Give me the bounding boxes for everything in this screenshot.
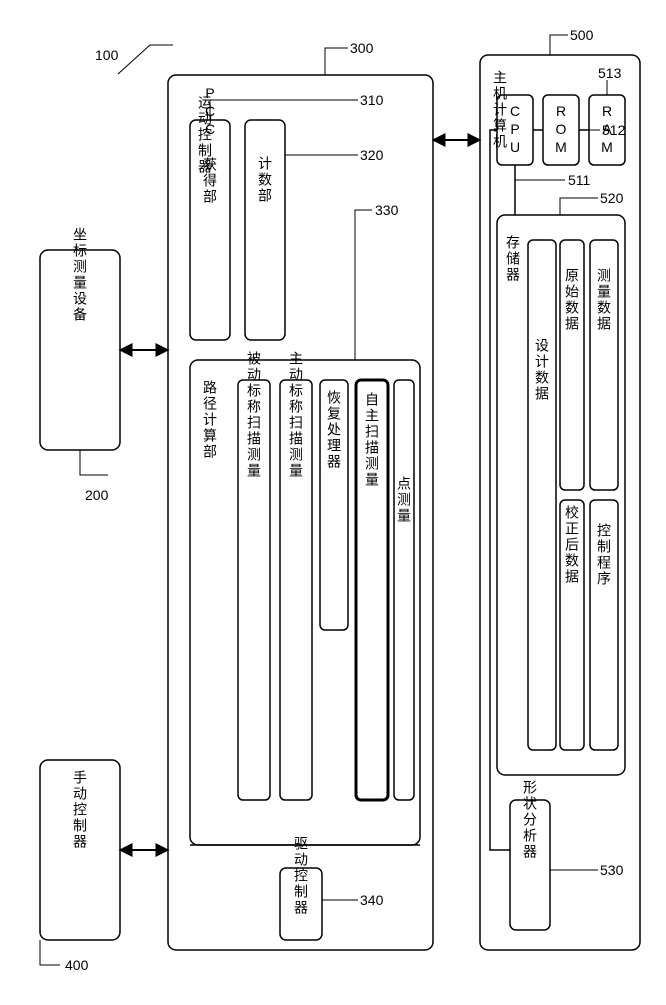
shape-analyzer-label: 形状分析器 [522,780,538,860]
coord-measure-device: 坐标测量设备 200 [40,227,120,503]
label-310: 310 [360,92,384,108]
label-340: 340 [360,892,384,908]
counter-label: 计数部 [257,156,273,204]
lead-100: 100 [95,45,173,74]
ram-label: RAM [599,103,615,157]
design-data-box [528,240,556,750]
active-scan-label: 主动标称扫描测量 [288,351,304,479]
coord-device-label: 坐标测量设备 [72,227,88,323]
label-400: 400 [65,957,89,973]
label-511: 511 [568,172,591,188]
ctrl-prog-label: 控制程序 [596,523,612,587]
label-330: 330 [375,202,399,218]
counter-box [245,120,285,340]
host-label: 主机计算机 [492,70,508,150]
label-100: 100 [95,47,119,63]
point-meas-box [394,380,414,800]
meas-data-label: 测量数据 [596,268,612,332]
label-320: 320 [360,147,384,163]
memory-label: 存储器 [505,235,521,283]
passive-scan-label: 被动标称扫描测量 [246,351,262,479]
rom-label: ROM [553,103,569,157]
point-meas-label: 点测量 [396,476,412,524]
label-300: 300 [350,40,374,56]
design-data-label: 设计数据 [534,338,550,402]
label-200: 200 [85,487,109,503]
label-513: 513 [598,65,622,81]
motion-controller: 运动控制器 300 PCC 获得部 310 计数部 320 路径计算部 330 … [168,40,433,950]
host-computer: 主机计算机 500 CPU 511 ROM 512 RAM 513 存储器 52… [480,27,640,950]
drive-ctrl-text: 驱动控制器 [293,836,309,916]
raw-data-label: 原始数据 [564,268,580,332]
label-530: 530 [600,862,624,878]
path-calc-box [190,360,420,845]
manual-controller: 手动控制器 400 [40,760,120,973]
path-calc-label: 路径计算部 [202,380,218,460]
cpu-label: CPU [507,103,523,157]
manual-ctrl-label: 手动控制器 [72,770,88,850]
label-500: 500 [570,27,594,43]
label-520: 520 [600,190,624,206]
recovery-label: 恢复处理器 [326,390,342,470]
corrected-data-label: 校正后数据 [564,504,580,585]
auto-scan-label: 自主扫描测量 [364,392,380,488]
